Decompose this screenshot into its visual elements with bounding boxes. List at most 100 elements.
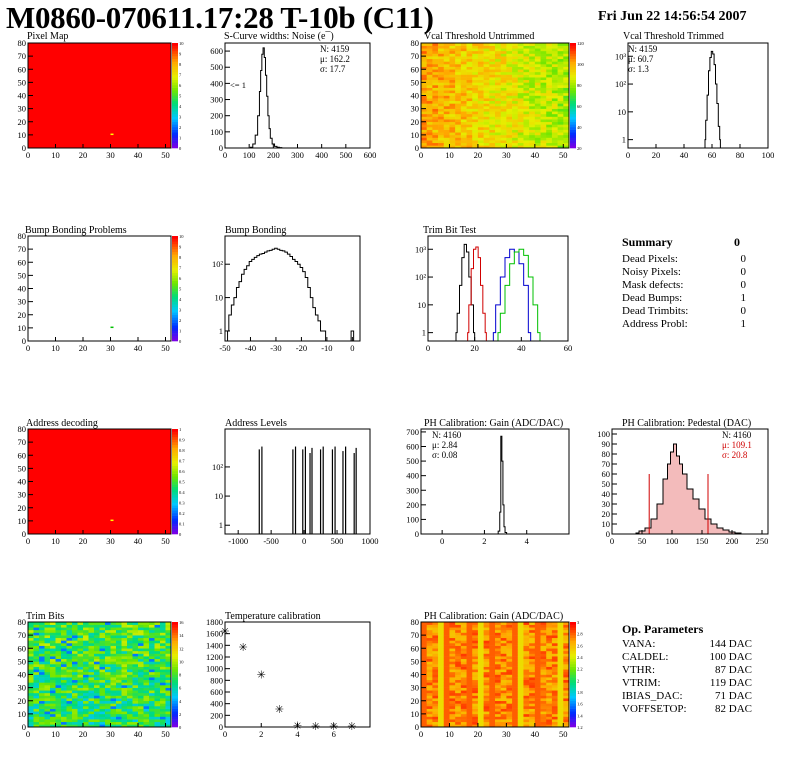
heatmap-cell	[546, 87, 553, 91]
z-palette-cell	[172, 145, 178, 149]
heatmap-cell	[44, 640, 51, 644]
heatmap-cell	[489, 708, 496, 712]
heatmap-cell	[127, 632, 133, 636]
heatmap-cell	[455, 674, 462, 678]
z-palette-cell	[570, 98, 576, 102]
x-tick-label: 10	[51, 729, 60, 739]
x-tick-label: 4	[525, 536, 530, 546]
heatmap-cell	[472, 637, 479, 641]
heatmap-cell	[143, 650, 150, 654]
heatmap-cell	[551, 724, 558, 728]
heatmap-cell	[443, 108, 450, 112]
heatmap-cell	[529, 56, 536, 60]
heatmap-cell	[460, 85, 467, 88]
heatmap-cell	[495, 79, 501, 83]
x-tick-label: 50	[161, 729, 170, 739]
summary-value: 0	[740, 253, 747, 265]
x-tick-label: 300	[291, 150, 304, 160]
heatmap-cell	[55, 643, 62, 646]
heatmap-cell	[77, 664, 84, 667]
heatmap-cell	[72, 666, 78, 670]
heatmap-cell	[506, 627, 513, 631]
heatmap-cell	[160, 706, 166, 709]
z-palette-cell	[570, 127, 576, 130]
heatmap-cell	[540, 113, 547, 117]
heatmap-cell	[495, 69, 501, 73]
heatmap-cell	[72, 685, 78, 688]
heatmap-cell	[127, 635, 133, 639]
heatmap-cell	[154, 682, 161, 686]
heatmap-cell	[105, 635, 111, 639]
heatmap-cell	[438, 656, 445, 660]
z-palette-cell	[570, 703, 576, 707]
heatmap-cell	[483, 64, 490, 67]
heatmap-cell	[455, 698, 462, 702]
heatmap-cell	[99, 658, 106, 662]
heatmap-cell	[50, 629, 56, 633]
z-palette-cell	[570, 645, 576, 649]
heatmap-cell	[551, 92, 558, 96]
heatmap-cell	[472, 45, 479, 49]
heatmap-cell	[455, 669, 462, 673]
plot-frame-address-levels	[224, 428, 371, 535]
heatmap-cell	[477, 648, 484, 652]
heatmap-cell	[466, 50, 473, 54]
heatmap-cell	[160, 682, 166, 686]
heatmap-cell	[534, 706, 541, 709]
heatmap-cell	[132, 637, 139, 641]
heatmap-cell	[557, 137, 564, 141]
y-tick-label: 1	[219, 520, 223, 530]
summary-label: Dead Pixels:	[622, 253, 678, 265]
heatmap-cell	[506, 103, 513, 107]
heatmap-cell	[551, 695, 558, 699]
heatmap-cell	[477, 706, 484, 709]
heatmap-cell	[495, 137, 501, 141]
heatmap-cell	[426, 71, 433, 75]
histogram-line	[249, 47, 283, 149]
heatmap-cell	[61, 713, 67, 717]
heatmap-cell	[540, 682, 547, 686]
heatmap-cell	[546, 622, 553, 625]
heatmap-cell	[512, 56, 519, 60]
heatmap-cell	[557, 698, 564, 702]
heatmap-cell	[110, 640, 117, 644]
heatmap-cell	[472, 140, 479, 144]
heatmap-cell	[116, 656, 122, 660]
heatmap-cell	[506, 653, 513, 657]
heatmap-cell	[517, 716, 524, 720]
heatmap-cell	[443, 48, 450, 52]
op-param-label: VOFFSETOP:	[622, 703, 687, 715]
heatmap-cell	[557, 79, 564, 83]
heatmap-cell	[421, 669, 427, 673]
heatmap-cell	[455, 79, 462, 83]
heatmap-cell	[421, 56, 427, 60]
heatmap-cell	[72, 713, 78, 717]
heatmap-cell	[121, 721, 128, 725]
y-tick-label: 50	[411, 77, 420, 87]
heatmap-cell	[438, 698, 445, 702]
heatmap-cell	[540, 645, 547, 649]
heatmap-cell	[460, 650, 467, 654]
heatmap-cell	[563, 98, 570, 102]
heatmap-cell	[540, 119, 547, 123]
heatmap-cell	[512, 132, 519, 136]
heatmap-cell	[66, 661, 73, 665]
heatmap-cell	[33, 719, 40, 723]
heatmap-cell	[438, 713, 445, 717]
heatmap-cell	[477, 671, 484, 675]
heatmap-cell	[500, 71, 507, 75]
heatmap-cell	[460, 690, 467, 694]
heatmap-cell	[540, 61, 547, 65]
y-tick-label: 60	[18, 643, 27, 653]
heatmap-cell	[500, 124, 507, 128]
heatmap-cell	[506, 624, 513, 628]
heatmap-cell	[105, 695, 111, 699]
heatmap-cell	[512, 43, 519, 46]
heatmap-cell	[455, 624, 462, 628]
heatmap-cell	[551, 113, 558, 117]
z-palette-cell	[570, 69, 576, 73]
heatmap-cell	[551, 129, 558, 133]
heatmap-cell	[512, 713, 519, 717]
heatmap-cell	[154, 716, 161, 720]
heatmap-cell	[529, 721, 536, 725]
